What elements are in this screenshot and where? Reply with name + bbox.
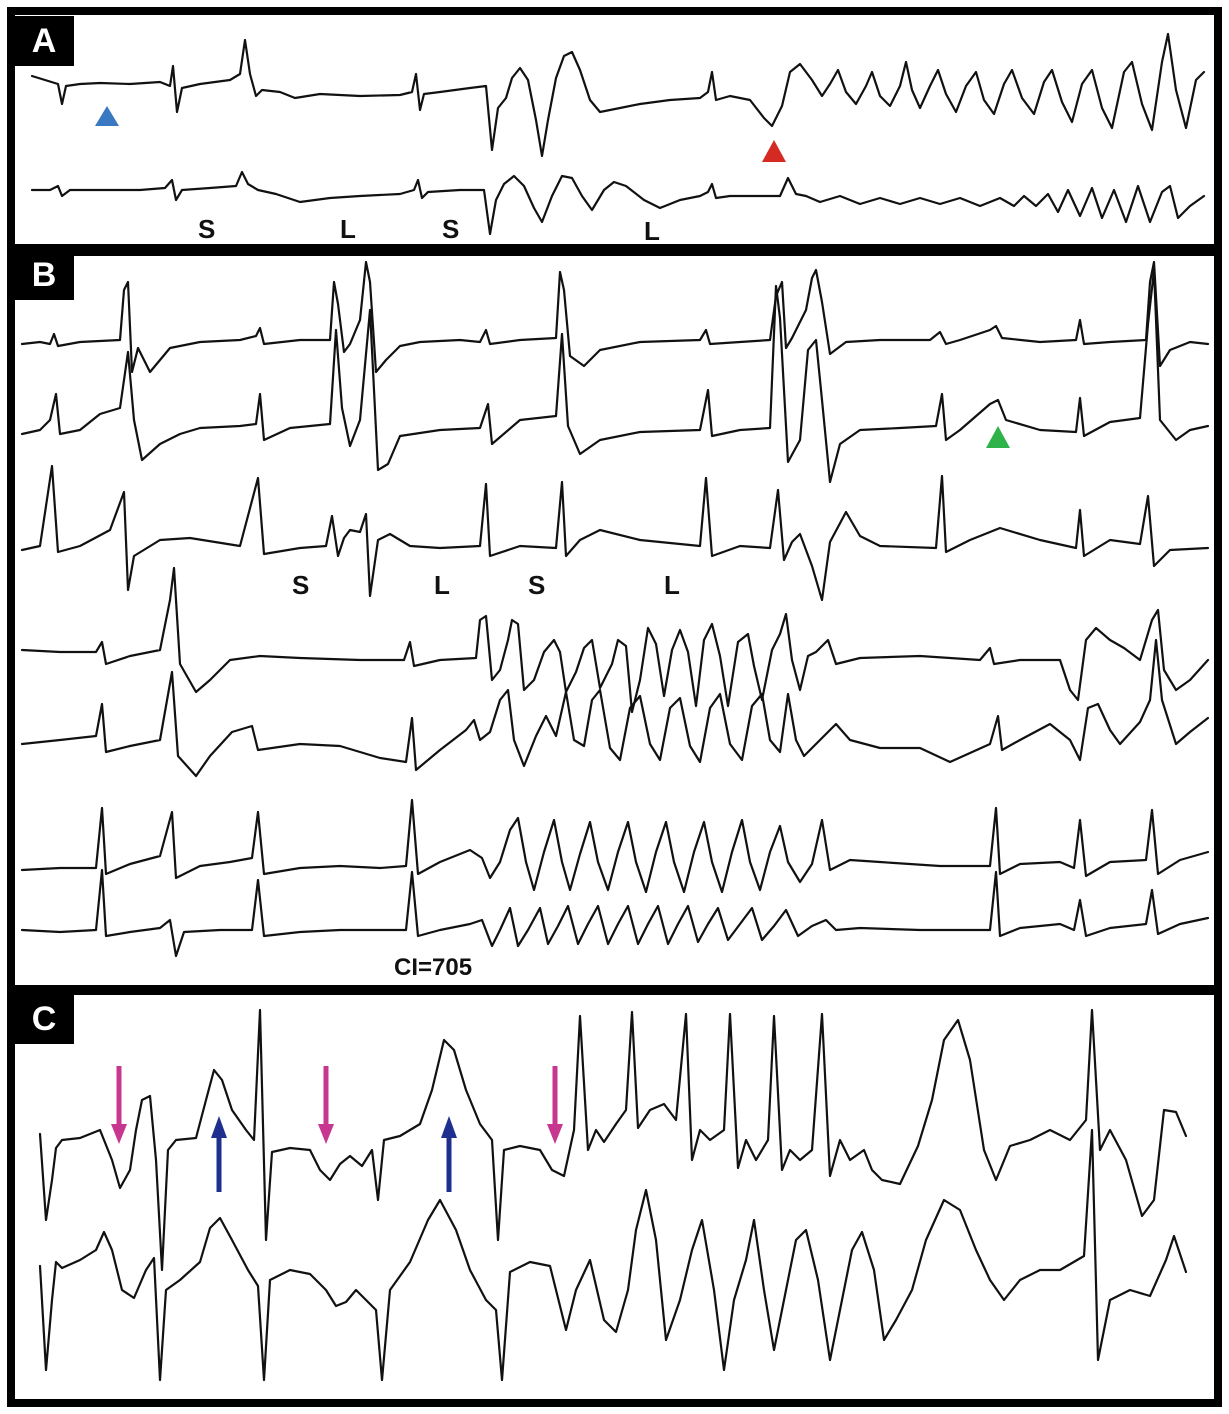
panel-a-annotation-s1: S: [198, 214, 216, 244]
panel-b-lead-4: [20, 566, 1210, 714]
magenta-down-arrow-2-icon: [318, 1066, 334, 1144]
panel-label-b: B: [14, 250, 74, 300]
panel-b-annotation-l1: L: [434, 570, 450, 600]
panel-b-lead-3: [20, 464, 1210, 602]
panel-b-traces: [20, 260, 1210, 958]
panel-b-annotation-ci: CI=705: [394, 954, 473, 981]
outer-frame: [7, 7, 1222, 1407]
panel-a-annotation-l2: L: [644, 216, 660, 246]
panel-a-annotation-l1: L: [340, 214, 356, 244]
panel-b-lead-2: [20, 268, 1210, 484]
panel-c-lead-2: [38, 1128, 1188, 1382]
panel-b-lead-7: [20, 868, 1210, 958]
panel-b-lead-5: [20, 638, 1210, 778]
red-arrowhead-icon: [762, 140, 786, 162]
panel-b-lead-1: [20, 260, 1210, 374]
panel-b-lead-6: [20, 798, 1210, 894]
blue-up-arrow-1-icon: [211, 1116, 227, 1192]
blue-up-arrow-2-icon: [441, 1116, 457, 1192]
panel-divider-ab: [11, 244, 1218, 256]
magenta-down-arrow-3-icon: [547, 1066, 563, 1144]
panel-a-annotation-s2: S: [442, 214, 460, 244]
green-arrowhead-icon: [986, 426, 1010, 448]
panel-b-annotation-s2: S: [528, 570, 546, 600]
panel-divider-bc: [11, 985, 1218, 995]
panel-c-lead-1: [38, 1008, 1188, 1272]
panel-a-traces: [30, 32, 1206, 236]
panel-b-annotation-l2: L: [664, 570, 680, 600]
panel-a-lead-2: [30, 170, 1206, 236]
blue-arrowhead-icon: [95, 106, 119, 126]
panel-a-lead-1: [30, 32, 1206, 158]
magenta-down-arrow-1-icon: [111, 1066, 127, 1144]
panel-b-annotation-s1: S: [292, 570, 310, 600]
panel-label-c: C: [14, 994, 74, 1044]
panel-c-traces: [38, 1008, 1188, 1382]
panel-label-a: A: [14, 16, 74, 66]
